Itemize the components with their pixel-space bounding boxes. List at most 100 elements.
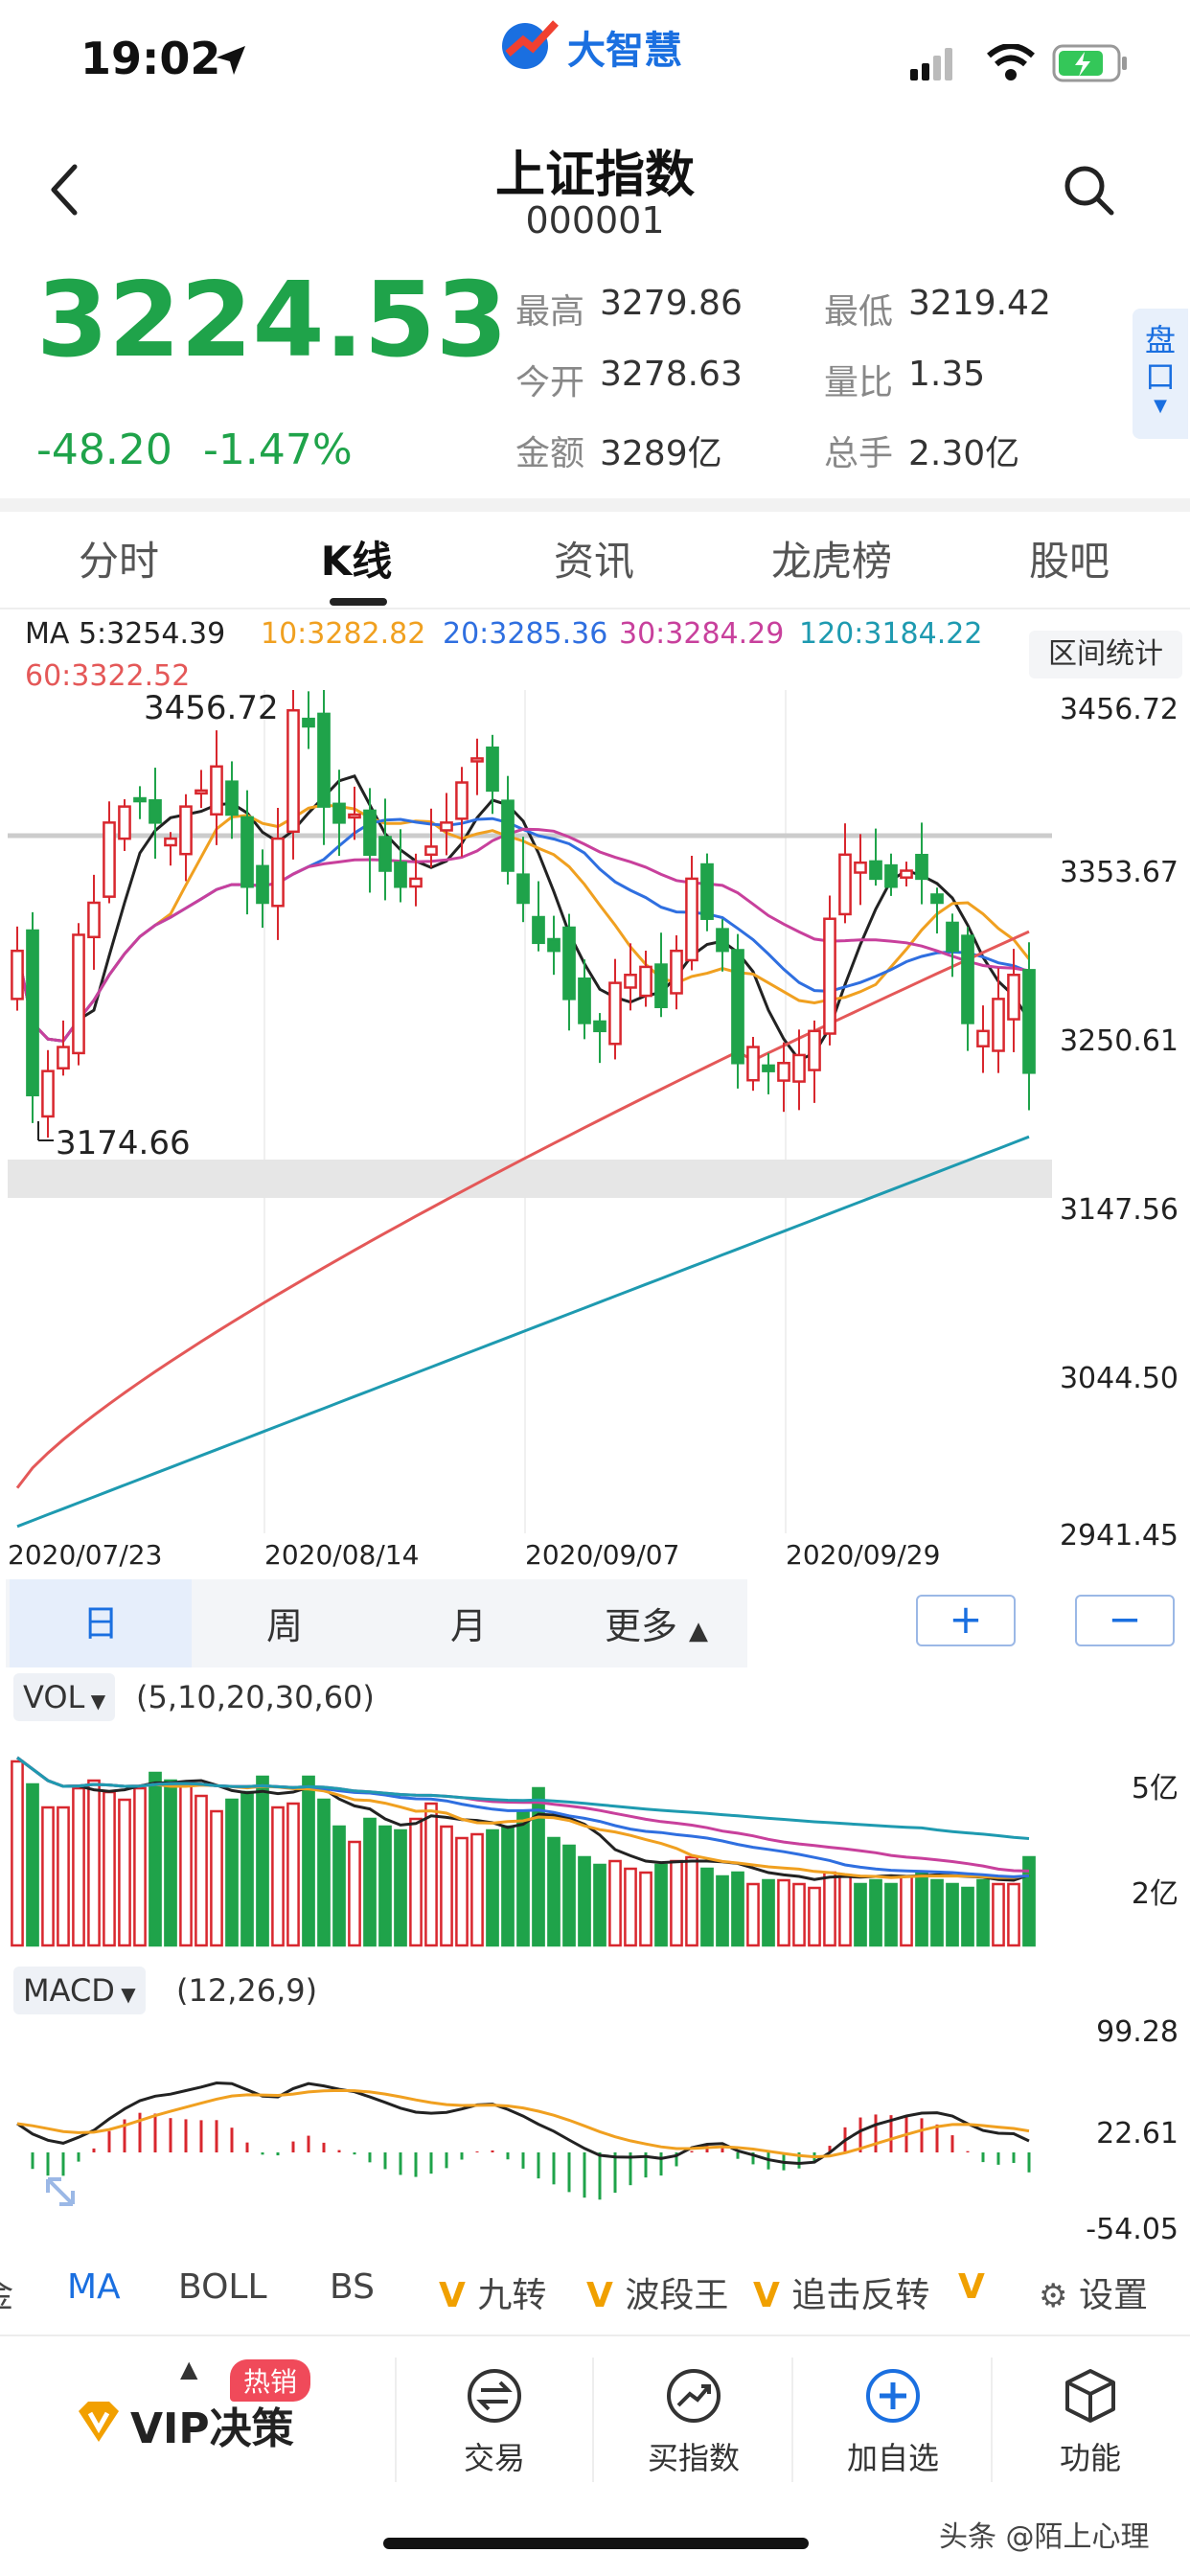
tab-fenshi[interactable]: 分时 xyxy=(78,538,159,585)
nav-trade-label: 交易 xyxy=(463,2440,525,2476)
stat-value-total-hands: 2.30亿 xyxy=(908,434,1020,473)
candle xyxy=(501,799,515,872)
volume-bar xyxy=(424,1802,438,1947)
tab-guba[interactable]: 股吧 xyxy=(1028,538,1110,585)
tab-kline[interactable]: K线 xyxy=(320,538,393,585)
volume-bar xyxy=(700,1867,714,1947)
volume-bar xyxy=(762,1878,775,1947)
period-day[interactable]: 日 xyxy=(10,1579,192,1668)
watermark: 头条 @陌上心理 xyxy=(939,2520,1150,2554)
battery-icon xyxy=(1052,44,1127,82)
bottom-bar-border xyxy=(0,2334,1190,2336)
candle xyxy=(823,917,836,1035)
nav-buy-index-label: 买指数 xyxy=(647,2440,740,2476)
zoom-out-button[interactable]: − xyxy=(1075,1595,1175,1646)
period-week[interactable]: 周 xyxy=(265,1605,303,1647)
volume-chart[interactable]: 5亿 2亿 xyxy=(0,1715,1190,1955)
settings-label: 设置 xyxy=(1078,2276,1148,2315)
candle xyxy=(854,861,867,874)
volume-bar xyxy=(195,1794,208,1947)
x-axis-date-2: 2020/08/14 xyxy=(264,1539,419,1571)
pankou-button[interactable]: 盘口 ▼ xyxy=(1133,309,1188,439)
tab-longhubang[interactable]: 龙虎榜 xyxy=(770,538,892,585)
volume-bar xyxy=(516,1809,530,1947)
nav-separator xyxy=(791,2358,793,2482)
macd-button-label: MACD xyxy=(23,1972,115,2009)
candle xyxy=(133,796,147,803)
candle xyxy=(1007,974,1020,1021)
vip-button[interactable]: ▲ xyxy=(67,2356,383,2482)
location-arrow-icon xyxy=(217,46,245,75)
v-mark-icon: V xyxy=(439,2276,478,2315)
candle xyxy=(195,789,208,795)
nav-trade[interactable]: 交易 xyxy=(408,2367,581,2478)
expand-icon[interactable] xyxy=(46,2177,75,2206)
volume-bar xyxy=(532,1786,545,1947)
back-icon[interactable] xyxy=(46,161,84,218)
volume-bar xyxy=(578,1855,591,1947)
volume-bar xyxy=(624,1867,637,1947)
candle xyxy=(378,836,392,872)
v-mark-icon: V xyxy=(586,2276,626,2315)
macd-chart[interactable]: 99.28 22.61 -54.05 xyxy=(0,2009,1190,2248)
volume-bar xyxy=(670,1859,683,1947)
pankou-label: 盘口 xyxy=(1144,322,1176,395)
range-stat-button[interactable]: 区间统计 xyxy=(1029,631,1182,678)
volume-bar xyxy=(286,1802,300,1947)
period-more[interactable]: 更多 ▲ xyxy=(565,1597,747,1649)
volume-bar xyxy=(317,1798,331,1947)
candle xyxy=(562,926,576,1000)
macd-dea-line xyxy=(16,2088,1030,2159)
vol-params: (5,10,20,30,60) xyxy=(136,1679,375,1715)
nav-add-watchlist[interactable]: 加自选 xyxy=(807,2367,979,2478)
volume-bar xyxy=(685,1855,698,1947)
period-month[interactable]: 月 xyxy=(449,1605,487,1647)
vip-label: VIP决策 xyxy=(130,2404,294,2453)
zoom-in-button[interactable]: + xyxy=(916,1595,1016,1646)
indicator-tab-v[interactable]: V xyxy=(958,2267,985,2307)
volume-bar xyxy=(470,1832,484,1947)
candle xyxy=(455,781,469,820)
nav-separator xyxy=(395,2358,397,2482)
nav-buy-index[interactable]: 买指数 xyxy=(607,2367,780,2478)
candle xyxy=(516,873,530,905)
app-logo-text: 大智慧 xyxy=(567,29,682,73)
vol-y-label-2: 2亿 xyxy=(1132,1877,1179,1911)
vol-indicator-button[interactable]: VOL ▼ xyxy=(13,1673,116,1721)
indicator-tab-jiuzhuan[interactable]: V 九转 xyxy=(439,2267,546,2317)
search-icon[interactable] xyxy=(1062,163,1115,217)
volume-bar xyxy=(210,1809,223,1947)
caret-down-icon: ▼ xyxy=(84,1690,106,1713)
candle xyxy=(394,861,407,888)
vol-ma60-line xyxy=(16,1756,1030,1840)
tab-news[interactable]: 资讯 xyxy=(553,538,634,585)
indicator-tab-jin[interactable]: 金 xyxy=(0,2267,13,2317)
macd-indicator-button[interactable]: MACD ▼ xyxy=(13,1966,146,2014)
volume-bar xyxy=(486,1828,499,1947)
candle xyxy=(639,965,652,998)
kline-chart[interactable]: 3456.72 3174.66 3456.72 3353.67 3250.61 … xyxy=(0,690,1190,1572)
indicator-tab-bs[interactable]: BS xyxy=(330,2267,375,2307)
nav-functions[interactable]: 功能 xyxy=(1004,2367,1177,2478)
candle xyxy=(593,1020,606,1033)
indicator-tab-boll[interactable]: BOLL xyxy=(178,2267,267,2307)
stat-value-high: 3279.86 xyxy=(600,284,743,323)
app-logo-icon xyxy=(502,20,559,69)
home-indicator xyxy=(383,2538,809,2549)
ma20-legend: 20:3285.36 xyxy=(443,617,608,651)
vol-ma10-line xyxy=(16,1756,1030,1879)
macd-y-label-1: 99.28 xyxy=(1096,2015,1179,2049)
candle xyxy=(271,837,285,908)
volume-bar xyxy=(792,1882,806,1947)
indicator-tab-boduanwang[interactable]: V 波段王 xyxy=(586,2267,728,2317)
indicator-tab-ma[interactable]: MA xyxy=(67,2267,121,2307)
volume-bar xyxy=(225,1798,239,1947)
candle xyxy=(225,780,239,816)
volume-bar xyxy=(838,1874,852,1947)
candle xyxy=(470,757,484,763)
candle xyxy=(57,1046,70,1070)
candle xyxy=(777,1062,790,1082)
indicator-tab-zhuiji[interactable]: V 追击反转 xyxy=(753,2267,929,2317)
settings-button[interactable]: ⚙ 设置 xyxy=(1016,2267,1148,2317)
volume-bar xyxy=(823,1871,836,1947)
